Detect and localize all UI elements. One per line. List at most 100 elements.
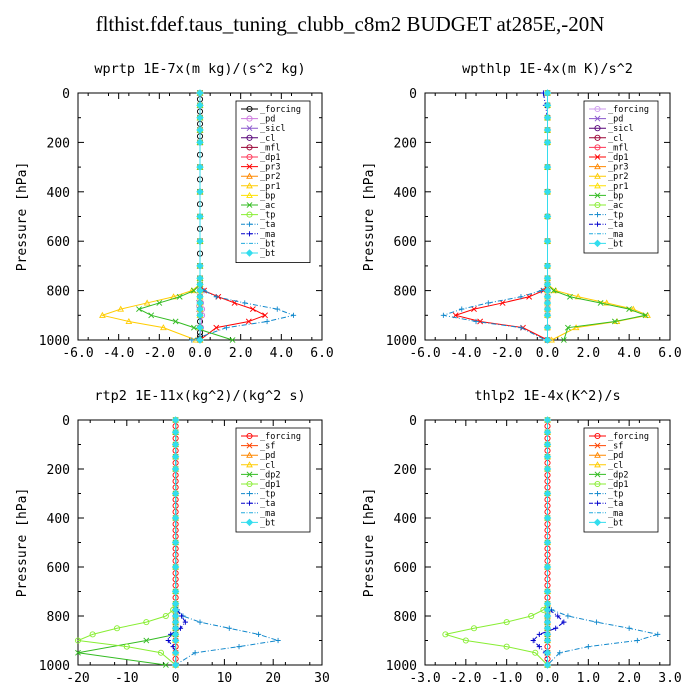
- y-axis-label: Pressure [hPa]: [362, 488, 377, 598]
- series-bt: [196, 89, 204, 344]
- data-point: [143, 637, 150, 644]
- legend-label: _cl: [608, 134, 623, 144]
- legend-marker: [246, 471, 253, 478]
- legend-marker: [594, 201, 601, 209]
- data-point: [543, 138, 552, 147]
- legend-marker: [594, 500, 601, 506]
- legend-label: _pr1: [260, 182, 280, 192]
- data-point: [543, 311, 552, 320]
- legend-label: _cl: [608, 461, 623, 471]
- legend: _forcing_pd_sicl_cl_mfl_dp1_pr3_pr2_pr1_…: [235, 100, 311, 264]
- legend-label: _forcing: [260, 432, 301, 442]
- data-point: [171, 465, 180, 473]
- data-point: [536, 644, 542, 650]
- data-point: [550, 287, 557, 294]
- legend-label: _ma: [608, 509, 623, 519]
- legend: _forcing_pd_sicl_cl_mfl_dp1_pr3_pr2_pr1_…: [583, 100, 659, 254]
- data-point: [196, 237, 204, 245]
- legend-label: _ac: [608, 201, 623, 211]
- legend-label: _ma: [608, 230, 623, 240]
- x-tick-label: -4.0: [450, 346, 481, 361]
- data-point: [503, 619, 510, 626]
- legend-marker: [246, 480, 253, 488]
- y-tick-label: 400: [47, 186, 70, 201]
- legend-marker: [594, 480, 601, 488]
- data-point: [190, 324, 197, 331]
- y-axis-label: Pressure [hPa]: [15, 162, 30, 272]
- legend-marker: [246, 202, 253, 208]
- legend-label: _mfl: [608, 143, 628, 153]
- data-point: [543, 489, 552, 498]
- legend-label: _tp: [608, 211, 623, 221]
- data-point: [655, 631, 661, 637]
- y-tick-label: 0: [409, 87, 417, 102]
- legend-label: _pd: [260, 115, 275, 125]
- data-point: [171, 538, 180, 547]
- chart-panel-4: thlp2 1E-4x(K^2)/s Pressure [hPa] -3.0 -2.0…: [362, 388, 682, 686]
- data-point: [557, 650, 563, 656]
- data-point: [543, 587, 552, 596]
- data-point: [543, 538, 552, 547]
- legend: _forcing_sf_pd_cl_dp2_dp1_tp_ta_ma_bt: [583, 427, 659, 533]
- series-line: [137, 93, 233, 341]
- series-bt: [543, 416, 552, 669]
- data-point: [543, 113, 552, 122]
- chart-panel-3: rtp2 1E-11x(kg^2)/(kg^2 s) Pressure [hPa]…: [15, 388, 330, 686]
- data-point: [634, 637, 640, 644]
- y-tick-label: 1000: [39, 659, 70, 674]
- data-point: [543, 237, 552, 245]
- data-point: [470, 625, 478, 632]
- data-point: [528, 612, 535, 620]
- data-point: [143, 619, 150, 626]
- x-tick-label: 1.0: [577, 671, 600, 686]
- y-tick-label: 800: [394, 610, 417, 625]
- data-point: [226, 625, 232, 631]
- legend-marker: [246, 231, 253, 237]
- data-point: [565, 613, 571, 619]
- legend-marker: [246, 153, 253, 161]
- data-point: [171, 661, 180, 669]
- data-point: [543, 661, 552, 669]
- legend-marker: [594, 491, 601, 497]
- x-tick-label: -2.0: [491, 346, 522, 361]
- chart-title: wpthlp 1E-4x(m K)/s^2: [462, 61, 633, 77]
- y-axis-label: Pressure [hPa]: [362, 162, 377, 272]
- legend: _forcing_sf_pd_cl_dp2_dp1_tp_ta_ma_bt: [235, 427, 311, 533]
- legend-label: _pr2: [260, 172, 280, 182]
- data-point: [125, 317, 133, 325]
- data-point: [275, 637, 281, 644]
- data-point: [196, 262, 204, 270]
- legend-label: _ta: [608, 220, 623, 230]
- legend-label: _sf: [608, 442, 623, 452]
- y-tick-label: 1000: [39, 334, 70, 349]
- data-point: [75, 649, 81, 656]
- y-tick-label: 800: [394, 285, 417, 300]
- y-tick-label: 600: [47, 235, 70, 250]
- y-tick-label: 600: [394, 561, 417, 576]
- data-point: [249, 306, 256, 313]
- x-tick-label: 10: [217, 671, 233, 686]
- legend-label: _mfl: [260, 143, 280, 153]
- data-point: [74, 637, 82, 644]
- y-tick-label: 0: [62, 87, 70, 102]
- y-tick-label: 1000: [386, 334, 417, 349]
- legend-marker: [246, 461, 253, 468]
- legend-marker: [594, 451, 601, 458]
- legend-marker: [246, 432, 253, 440]
- legend-label: _pd: [608, 451, 623, 461]
- x-tick-label: -2.0: [450, 671, 481, 686]
- legend-marker: [246, 182, 253, 189]
- chart-title: rtp2 1E-11x(kg^2)/(kg^2 s): [94, 388, 305, 404]
- data-point: [162, 662, 169, 668]
- legend-marker: [594, 471, 601, 478]
- data-point: [274, 306, 280, 312]
- series-bt: [171, 416, 180, 669]
- series-dp1: [442, 416, 551, 669]
- series-dp1: [74, 416, 179, 669]
- legend-label: _pr1: [608, 182, 628, 192]
- data-point: [561, 619, 567, 625]
- legend-label: _ma: [260, 230, 275, 240]
- x-tick-label: 2.0: [617, 671, 640, 686]
- data-point: [611, 318, 618, 325]
- legend-marker: [594, 134, 601, 141]
